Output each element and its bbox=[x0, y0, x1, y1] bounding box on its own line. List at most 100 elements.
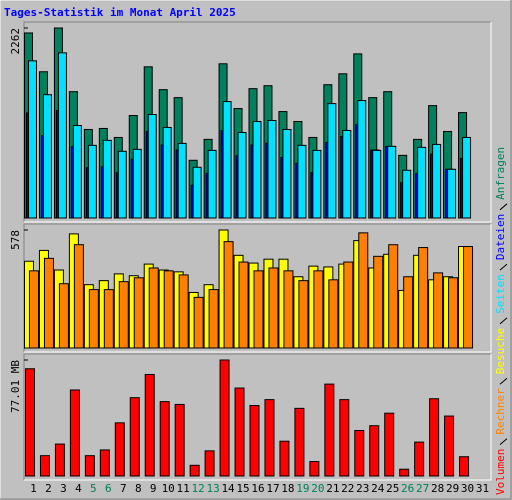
bar bbox=[459, 456, 470, 477]
bar bbox=[204, 450, 215, 477]
legend-entry: Besuche bbox=[494, 328, 507, 374]
x-tick-label: 24 bbox=[371, 482, 385, 495]
x-tick-label: 15 bbox=[236, 482, 249, 495]
bar bbox=[72, 125, 82, 219]
bar bbox=[27, 60, 37, 219]
legend-entry: Anfragen bbox=[494, 147, 507, 200]
bar bbox=[294, 407, 305, 477]
bar bbox=[432, 143, 442, 219]
y-tick-label: 2262 bbox=[9, 28, 22, 55]
bar bbox=[42, 94, 52, 219]
bar bbox=[163, 270, 174, 349]
bar bbox=[283, 270, 294, 349]
x-tick-label: 5 bbox=[90, 482, 97, 495]
bar bbox=[189, 464, 200, 477]
bar bbox=[43, 257, 54, 349]
bar bbox=[57, 52, 67, 219]
bar bbox=[207, 149, 217, 219]
x-tick-label: 13 bbox=[206, 482, 219, 495]
bar bbox=[324, 383, 335, 477]
bar bbox=[178, 274, 189, 349]
x-tick-label: 3 bbox=[60, 482, 67, 495]
bar bbox=[133, 277, 144, 349]
bar bbox=[267, 119, 277, 219]
bar bbox=[193, 296, 204, 349]
panel-frame bbox=[24, 354, 492, 481]
bar bbox=[148, 267, 159, 349]
bar bbox=[249, 405, 260, 477]
x-tick-label: 27 bbox=[416, 482, 429, 495]
bar bbox=[343, 261, 354, 349]
y-tick-label: 578 bbox=[9, 230, 22, 250]
bar bbox=[327, 103, 337, 219]
bar bbox=[447, 168, 457, 219]
bar bbox=[147, 114, 157, 219]
bar bbox=[222, 101, 232, 219]
bar bbox=[87, 144, 97, 219]
bar bbox=[312, 149, 322, 219]
legend-entry: Seiten bbox=[494, 274, 507, 314]
bar bbox=[387, 145, 397, 219]
x-tick-label: 4 bbox=[75, 482, 82, 495]
x-tick-label: 8 bbox=[135, 482, 142, 495]
x-tick-label: 21 bbox=[326, 482, 339, 495]
chart-title: Tages-Statistik im Monat April 2025 bbox=[4, 6, 236, 19]
panel-frame bbox=[24, 224, 492, 353]
x-tick-label: 2 bbox=[45, 482, 52, 495]
bar bbox=[219, 359, 230, 477]
bar bbox=[342, 129, 352, 219]
bar bbox=[354, 430, 365, 477]
bar bbox=[238, 261, 249, 349]
bar bbox=[84, 455, 95, 477]
bar bbox=[399, 468, 410, 477]
bar bbox=[418, 247, 429, 349]
bar bbox=[433, 272, 444, 349]
bar bbox=[234, 387, 245, 477]
x-tick-label: 18 bbox=[281, 482, 294, 495]
panel-frame bbox=[23, 353, 491, 480]
bar bbox=[28, 270, 39, 349]
bar bbox=[223, 241, 234, 349]
bar bbox=[417, 146, 427, 219]
x-tick-label: 6 bbox=[105, 482, 112, 495]
bar bbox=[463, 246, 474, 349]
y-tick-label: 77.01 MB bbox=[9, 360, 22, 413]
x-tick-label: 7 bbox=[120, 482, 127, 495]
legend-entry: Dateien bbox=[494, 214, 507, 260]
bar bbox=[414, 441, 425, 477]
bar bbox=[448, 277, 459, 349]
bar bbox=[252, 120, 262, 219]
bar bbox=[403, 276, 414, 349]
bar bbox=[313, 270, 324, 349]
x-tick-label: 23 bbox=[356, 482, 369, 495]
panel-frame bbox=[24, 22, 492, 223]
x-tick-label: 17 bbox=[266, 482, 279, 495]
bar bbox=[132, 148, 142, 219]
bar bbox=[357, 100, 367, 219]
x-tick-label: 14 bbox=[221, 482, 235, 495]
bar bbox=[298, 280, 309, 349]
bar bbox=[117, 150, 127, 219]
bar bbox=[358, 232, 369, 349]
bar bbox=[328, 279, 339, 349]
x-tick-label: 10 bbox=[162, 482, 175, 495]
bar bbox=[58, 283, 69, 349]
legend-entry: Volumen bbox=[494, 449, 507, 495]
bar bbox=[39, 455, 50, 477]
bar bbox=[369, 425, 380, 477]
legend-separator bbox=[499, 377, 508, 385]
x-tick-label: 31 bbox=[476, 482, 489, 495]
x-tick-label: 29 bbox=[446, 482, 459, 495]
bar bbox=[279, 440, 290, 477]
x-tick-label: 16 bbox=[251, 482, 264, 495]
bar bbox=[24, 368, 35, 477]
bar bbox=[208, 289, 219, 349]
bar bbox=[88, 289, 99, 349]
bar bbox=[99, 449, 110, 477]
bar bbox=[384, 412, 395, 477]
legend-entry: Rechner bbox=[494, 388, 507, 435]
bar bbox=[144, 373, 155, 477]
bar bbox=[177, 142, 187, 219]
